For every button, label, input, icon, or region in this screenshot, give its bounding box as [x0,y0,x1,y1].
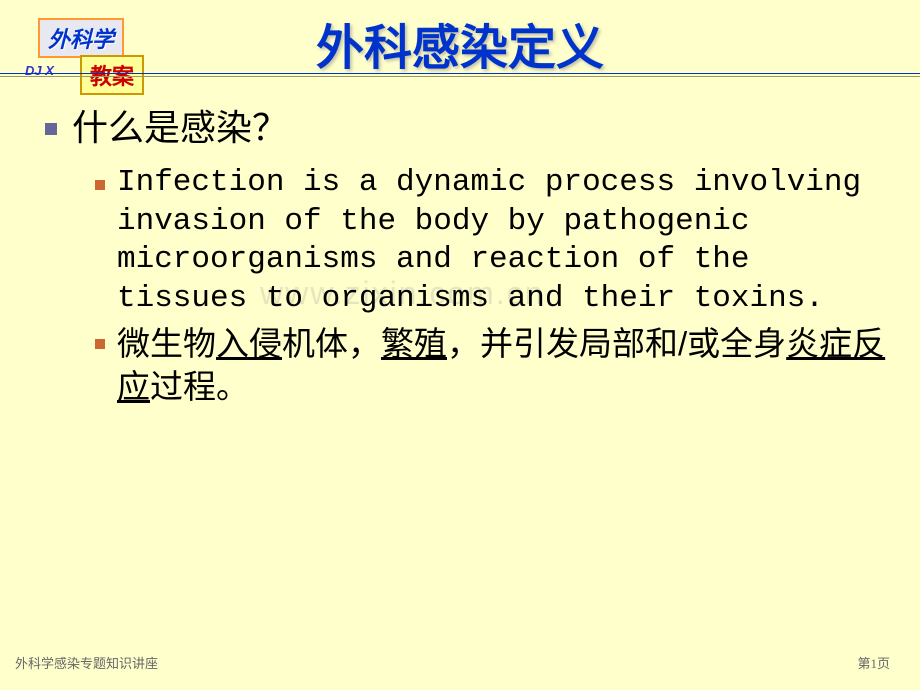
main-bullet-item: 什么是感染？ [45,105,890,152]
question-text: 什么是感染？ [72,105,288,152]
title-divider [0,73,920,77]
bullet-icon [45,123,57,135]
footer-topic: 外科学感染专题知识讲座 [15,653,158,672]
sub-bullet-en: Infection is a dynamic process involving… [95,164,890,319]
content-area: 什么是感染？ Infection is a dynamic process in… [45,105,890,413]
divider-line-top [0,73,920,74]
page-number: 第1页 [857,653,890,672]
cn-text-2: 机体， [282,325,381,362]
sub-bullet-icon [95,339,105,349]
cn-text-4: 过程。 [150,368,249,405]
cn-underline-1: 入侵 [216,325,282,362]
definition-chinese: 微生物入侵机体，繁殖，并引发局部和/或全身炎症反应过程。 [117,323,890,409]
page-title: 外科感染定义 [0,8,920,78]
definition-english: Infection is a dynamic process involving… [117,164,890,319]
divider-line-bottom [0,76,920,77]
cn-underline-2: 繁殖 [381,325,447,362]
cn-text-1: 微生物 [117,325,216,362]
cn-text-3: ，并引发局部和/或全身 [447,325,786,362]
sub-bullet-cn: 微生物入侵机体，繁殖，并引发局部和/或全身炎症反应过程。 [95,323,890,409]
sub-bullet-icon [95,180,105,190]
